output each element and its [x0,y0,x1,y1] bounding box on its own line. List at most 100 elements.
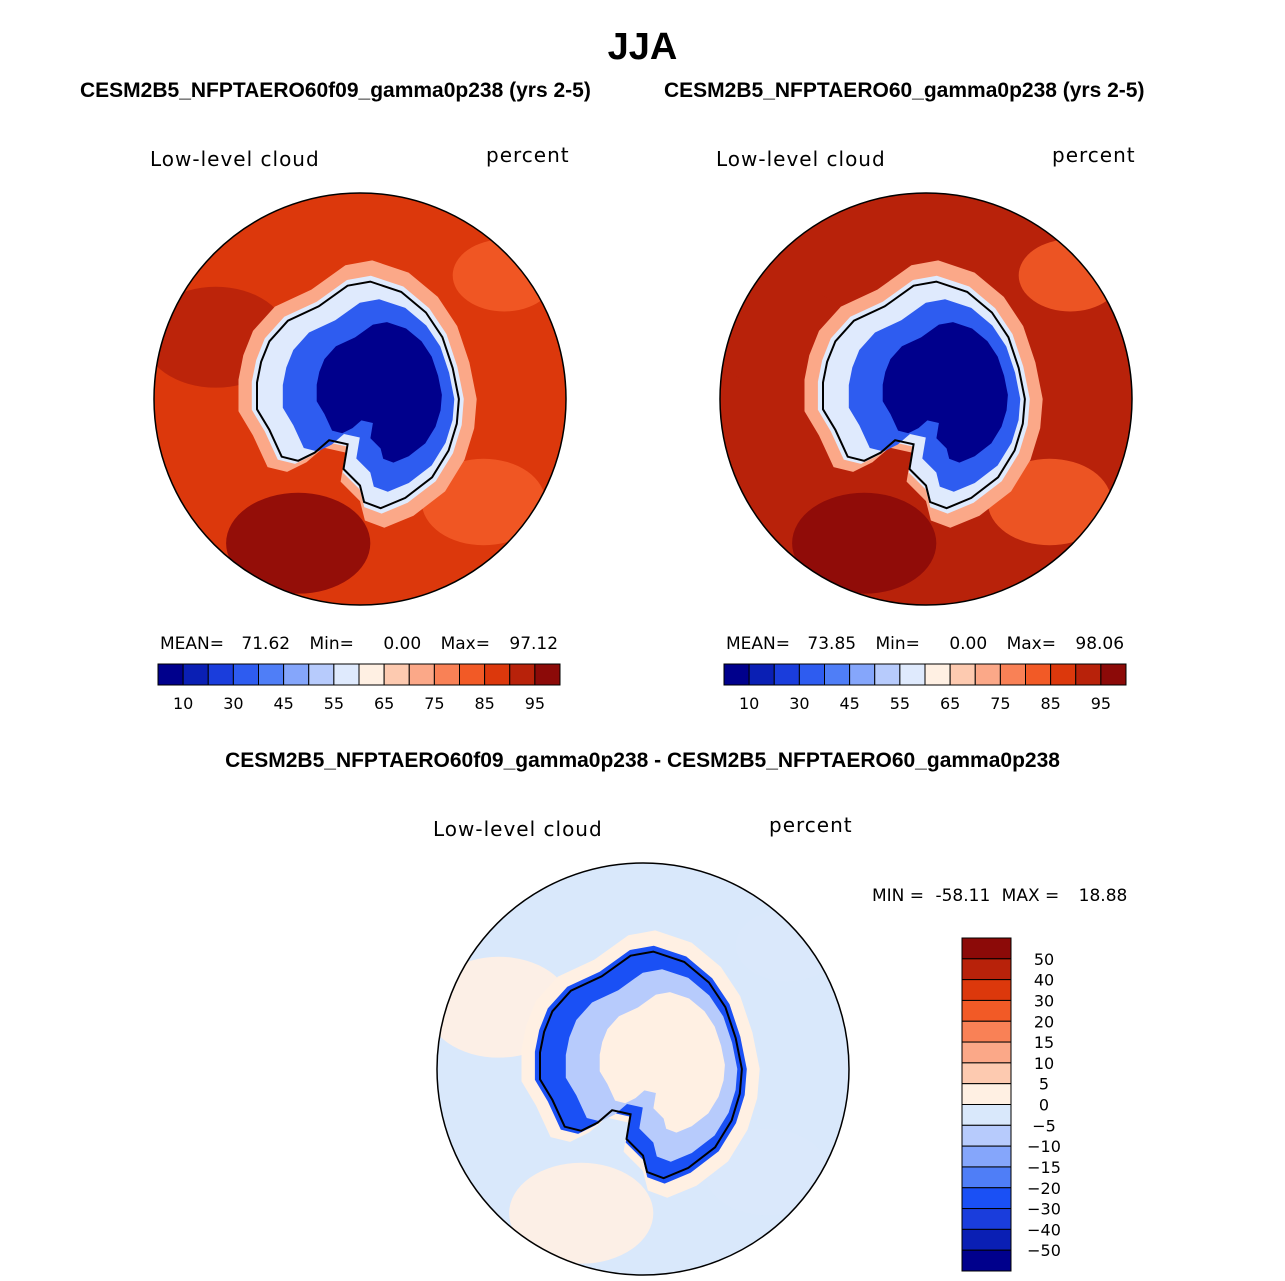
panel2-colorbar: 10 30 45 55 65 75 85 95 [723,663,1127,713]
colorbar-box [308,663,335,686]
colorbar-box [899,663,926,686]
colorbar-tick-label: 15 [1034,1033,1054,1052]
colorbar-tick-label: 75 [990,694,1010,713]
colorbar-tick-label: 20 [1034,1012,1054,1031]
colorbar-tick-label: 10 [1034,1054,1054,1073]
colorbar-box [157,663,184,686]
panel2-map [719,192,1133,606]
colorbar-box [358,663,385,686]
colorbar-box [258,663,285,686]
colorbar-box [961,1249,1012,1272]
colorbar-box [961,1124,1012,1147]
colorbar-tick-label: −50 [1027,1241,1061,1260]
map-border [719,192,1133,606]
season-title: JJA [607,26,678,68]
field-patch [704,1128,829,1216]
panel2-mean-label: MEAN= [726,634,790,654]
colorbar-box [961,1104,1012,1126]
colorbar-box [509,663,536,686]
colorbar-box [1100,663,1127,686]
panel1-map [153,192,567,606]
panel3-max-label: MAX = [1001,886,1060,906]
colorbar-box [433,663,460,686]
colorbar-tick-label: 95 [1091,694,1111,713]
colorbar-tick-label: −30 [1027,1200,1061,1219]
panel1-title: CESM2B5_NFPTAERO60f09_gamma0p238 (yrs 2-… [80,79,591,102]
colorbar-box [773,663,800,686]
colorbar-tick-label: 75 [424,694,444,713]
field-patch [509,1162,654,1264]
colorbar-box [961,1208,1012,1230]
panel2-title: CESM2B5_NFPTAERO60_gamma0p238 (yrs 2-5) [664,79,1145,102]
interior-field [882,322,1008,463]
field-patch [987,458,1112,546]
coastline [539,950,743,1180]
colorbar-box [1050,663,1077,686]
panel1-max-value: 97.12 [509,634,559,654]
colorbar-tick-label: 30 [223,694,243,713]
colorbar-box [182,663,209,686]
colorbar-box [961,1083,1012,1105]
colorbar-box [748,663,775,686]
colorbar-tick-label: −15 [1027,1158,1061,1177]
panel1-mean-value: 71.62 [241,634,291,654]
colorbar-tick-label: −40 [1027,1220,1061,1239]
colorbar-box [383,663,410,686]
colorbar-tick-label: 85 [474,694,494,713]
colorbar-box [961,1062,1012,1085]
difference-title: CESM2B5_NFPTAERO60f09_gamma0p238 - CESM2… [225,749,1060,772]
colorbar-box [961,999,1012,1022]
panel1-stats: MEAN= 71.62 Min= 0.00 Max= 97.12 [160,634,558,654]
interior-field [316,322,442,463]
panel1-min-value: 0.00 [383,634,422,654]
panel2-max-value: 98.06 [1075,634,1125,654]
panel1-mean-label: MEAN= [160,634,224,654]
colorbar-box [874,663,901,686]
colorbar-tick-label: 65 [940,694,960,713]
colorbar-box [961,979,1012,1001]
panel3-map [436,862,850,1276]
panel2-variable: Low-level cloud [716,147,886,171]
colorbar-tick-label: 50 [1034,950,1054,969]
colorbar-box [232,663,259,686]
colorbar-box [999,663,1026,686]
colorbar-tick-label: 45 [273,694,293,713]
colorbar-box [798,663,825,686]
panel3-min-label: MIN = [872,886,925,906]
panel1-max-label: Max= [440,634,490,654]
colorbar-box [974,663,1001,686]
colorbar-box [961,1166,1012,1189]
colorbar-tick-label: 40 [1034,971,1054,990]
coastline [256,280,460,510]
colorbar-tick-label: 85 [1040,694,1060,713]
field-patch [792,492,937,594]
colorbar-box [1025,663,1052,686]
colorbar-box [961,1228,1012,1251]
panel3-variable: Low-level cloud [433,817,603,841]
colorbar-box [283,663,310,686]
panel1-min-label: Min= [309,634,354,654]
colorbar-box [459,663,486,686]
colorbar-box [961,958,1012,981]
map-border [153,192,567,606]
panel2-mean-value: 73.85 [807,634,857,654]
panel3-units: percent [769,813,853,837]
colorbar-tick-label: −20 [1027,1179,1061,1198]
colorbar-tick-label: 95 [525,694,545,713]
colorbar-tick-label: 30 [789,694,809,713]
panel2-max-label: Max= [1006,634,1056,654]
colorbar-tick-label: 30 [1034,991,1054,1010]
colorbar-tick-label: −10 [1027,1137,1061,1156]
colorbar-box [1075,663,1102,686]
colorbar-box [949,663,976,686]
panel1-colorbar: 10 30 45 55 65 75 85 95 [157,663,561,713]
colorbar-tick-label: 10 [173,694,193,713]
panel3-min-value: -58.11 [935,886,991,906]
panel1-variable: Low-level cloud [150,147,320,171]
colorbar-box [961,1020,1012,1043]
coastline [822,280,1026,510]
panel2-units: percent [1052,143,1136,167]
colorbar-box [961,1041,1012,1064]
